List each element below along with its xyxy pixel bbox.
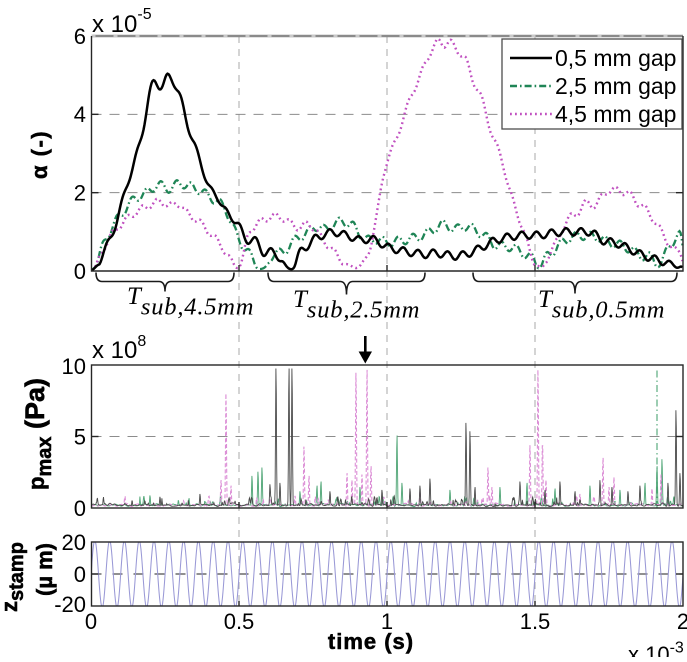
svg-text:α (-): α (-) bbox=[27, 130, 52, 179]
svg-text:4: 4 bbox=[74, 102, 86, 127]
svg-text:2,5 mm gap: 2,5 mm gap bbox=[555, 73, 676, 99]
svg-text:-20: -20 bbox=[54, 592, 86, 617]
svg-text:0: 0 bbox=[74, 259, 86, 284]
svg-text:x 10-3: x 10-3 bbox=[628, 640, 684, 658]
svg-text:4,5 mm gap: 4,5 mm gap bbox=[555, 101, 676, 127]
svg-text:(µ m): (µ m) bbox=[32, 543, 57, 596]
svg-text:5: 5 bbox=[74, 425, 86, 450]
svg-text:time (s): time (s) bbox=[328, 629, 414, 654]
svg-text:1.5: 1.5 bbox=[520, 609, 551, 634]
svg-text:0: 0 bbox=[85, 609, 97, 634]
svg-text:2: 2 bbox=[74, 181, 86, 206]
svg-text:0,5 mm gap: 0,5 mm gap bbox=[555, 45, 676, 71]
svg-text:6: 6 bbox=[74, 24, 86, 49]
svg-text:20: 20 bbox=[62, 530, 86, 555]
svg-text:0: 0 bbox=[74, 562, 86, 587]
svg-text:1: 1 bbox=[381, 609, 393, 634]
svg-text:10: 10 bbox=[62, 354, 86, 379]
svg-text:x 108: x 108 bbox=[92, 333, 146, 364]
svg-text:0: 0 bbox=[74, 496, 86, 521]
svg-text:2: 2 bbox=[677, 609, 687, 634]
svg-text:0.5: 0.5 bbox=[224, 609, 255, 634]
